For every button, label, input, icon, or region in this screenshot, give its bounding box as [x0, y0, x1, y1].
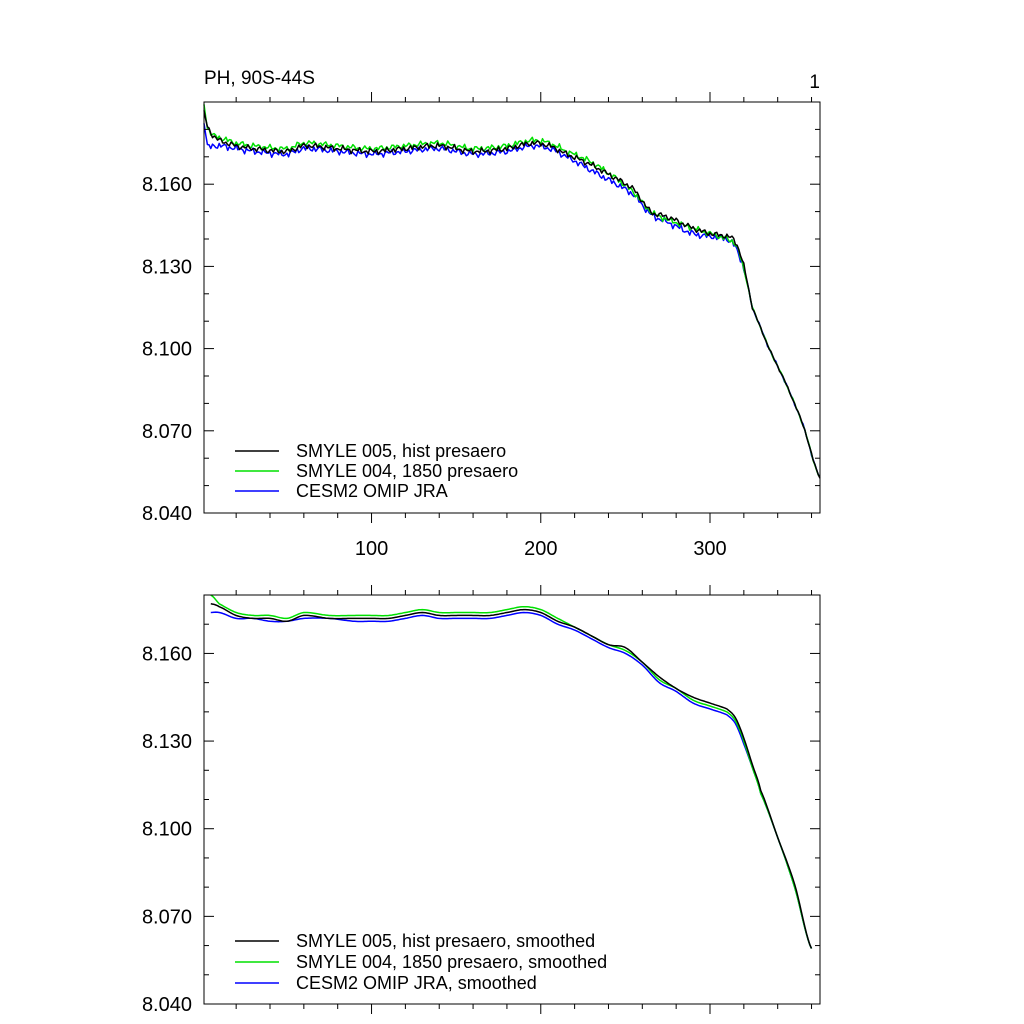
legend-entry-label: SMYLE 005, hist presaero — [296, 441, 506, 461]
legend-entry-label: SMYLE 005, hist presaero, smoothed — [296, 931, 595, 951]
y-tick-label: 8.160 — [142, 643, 192, 665]
series-line-smyle-004 — [210, 594, 813, 949]
series-line-smyle-005 — [203, 110, 821, 479]
plot-frame — [203, 101, 821, 514]
x-tick-label: 200 — [524, 538, 557, 560]
x-tick-label: 300 — [693, 538, 726, 560]
y-tick-label: 8.160 — [142, 174, 192, 196]
legend-entry-label: SMYLE 004, 1850 presaero, smoothed — [296, 952, 607, 972]
legend: SMYLE 005, hist presaero SMYLE 004, 1850… — [235, 441, 518, 501]
y-tick-label: 8.130 — [142, 731, 192, 753]
panel-bottom: SMYLE 005, hist presaero, smoothed SMYLE… — [142, 585, 821, 1016]
y-tick-label: 8.070 — [142, 906, 192, 928]
series-line-cesm2-omip — [203, 123, 821, 477]
series-line-cesm2-omip — [210, 611, 813, 949]
y-tick-label: 8.130 — [142, 256, 192, 278]
legend-entry-label: CESM2 OMIP JRA, smoothed — [296, 973, 537, 993]
panel-label: 1 — [809, 72, 820, 93]
legend: SMYLE 005, hist presaero, smoothed SMYLE… — [235, 931, 607, 993]
chart-title: PH, 90S-44S — [204, 68, 315, 89]
series-line-smyle-004 — [203, 104, 821, 478]
panel-top: PH, 90S-44S 1 SMYLE 005, hist presaero S… — [142, 68, 821, 560]
legend-entry-label: SMYLE 004, 1850 presaero — [296, 461, 518, 481]
series-layer — [210, 594, 813, 949]
y-tick-label: 8.070 — [142, 421, 192, 443]
legend-entry-label: CESM2 OMIP JRA — [296, 481, 448, 501]
x-tick-label: 100 — [355, 538, 388, 560]
series-layer — [203, 104, 821, 479]
y-tick-label: 8.040 — [142, 503, 192, 525]
y-tick-label: 8.040 — [142, 994, 192, 1016]
y-tick-label: 8.100 — [142, 819, 192, 841]
y-tick-label: 8.100 — [142, 339, 192, 361]
series-line-smyle-005 — [210, 603, 813, 949]
